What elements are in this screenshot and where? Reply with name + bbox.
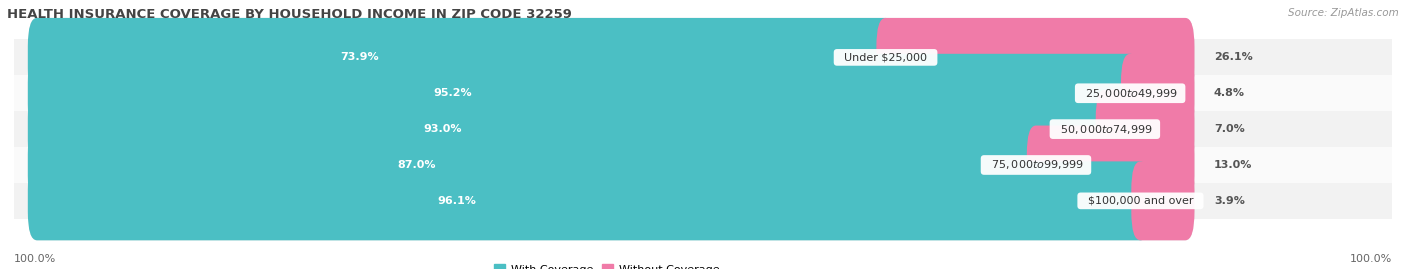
FancyBboxPatch shape (28, 126, 1195, 204)
FancyBboxPatch shape (28, 90, 1195, 169)
Text: Under $25,000: Under $25,000 (837, 52, 934, 62)
Text: 73.9%: 73.9% (340, 52, 378, 62)
Text: 100.0%: 100.0% (1350, 254, 1392, 264)
FancyBboxPatch shape (28, 126, 1045, 204)
FancyBboxPatch shape (28, 161, 1195, 240)
Text: 7.0%: 7.0% (1213, 124, 1244, 134)
Text: 93.0%: 93.0% (423, 124, 463, 134)
FancyBboxPatch shape (14, 75, 1392, 111)
Legend: With Coverage, Without Coverage: With Coverage, Without Coverage (489, 260, 724, 269)
Text: HEALTH INSURANCE COVERAGE BY HOUSEHOLD INCOME IN ZIP CODE 32259: HEALTH INSURANCE COVERAGE BY HOUSEHOLD I… (7, 8, 572, 21)
FancyBboxPatch shape (28, 18, 894, 97)
FancyBboxPatch shape (1132, 161, 1195, 240)
Text: $25,000 to $49,999: $25,000 to $49,999 (1078, 87, 1182, 100)
Text: 3.9%: 3.9% (1213, 196, 1244, 206)
Text: 4.8%: 4.8% (1213, 88, 1244, 98)
FancyBboxPatch shape (1026, 126, 1195, 204)
FancyBboxPatch shape (1095, 90, 1195, 169)
Text: Source: ZipAtlas.com: Source: ZipAtlas.com (1288, 8, 1399, 18)
Text: 13.0%: 13.0% (1213, 160, 1253, 170)
Text: 95.2%: 95.2% (433, 88, 472, 98)
FancyBboxPatch shape (1121, 54, 1195, 133)
Text: 87.0%: 87.0% (398, 160, 436, 170)
Text: 100.0%: 100.0% (14, 254, 56, 264)
Text: $75,000 to $99,999: $75,000 to $99,999 (984, 158, 1088, 171)
Text: 96.1%: 96.1% (437, 196, 475, 206)
FancyBboxPatch shape (14, 111, 1392, 147)
Text: $100,000 and over: $100,000 and over (1081, 196, 1201, 206)
FancyBboxPatch shape (14, 147, 1392, 183)
FancyBboxPatch shape (28, 90, 1114, 169)
FancyBboxPatch shape (28, 54, 1139, 133)
FancyBboxPatch shape (28, 54, 1195, 133)
FancyBboxPatch shape (28, 161, 1150, 240)
Text: 26.1%: 26.1% (1213, 52, 1253, 62)
FancyBboxPatch shape (876, 18, 1195, 97)
FancyBboxPatch shape (14, 183, 1392, 219)
FancyBboxPatch shape (28, 18, 1195, 97)
Text: $50,000 to $74,999: $50,000 to $74,999 (1053, 123, 1157, 136)
FancyBboxPatch shape (14, 40, 1392, 75)
